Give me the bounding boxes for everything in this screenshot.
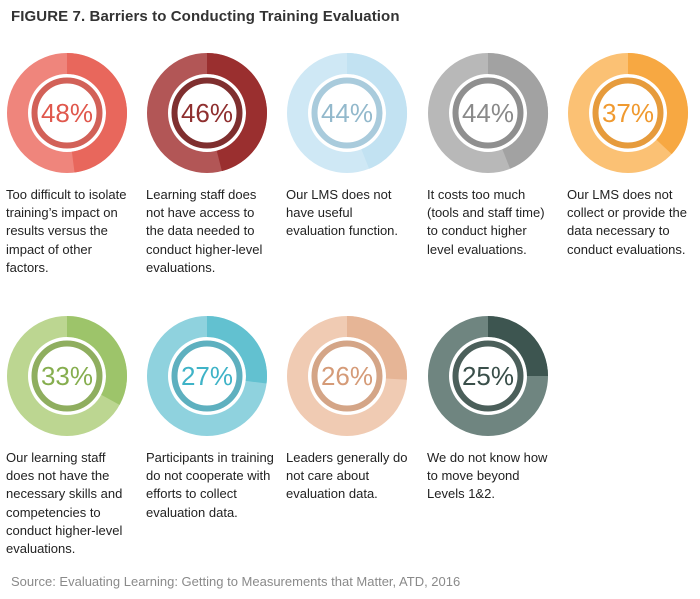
donut-inner-ring — [171, 340, 243, 412]
donut-chart: 46% — [147, 53, 267, 173]
donut-value-arc — [66, 316, 127, 405]
donut-value-arc — [346, 316, 407, 380]
percent-label: 37% — [602, 98, 654, 128]
barrier-description: Our learning staff does not have the nec… — [6, 450, 123, 557]
percent-label: 26% — [321, 361, 373, 391]
donut-item: 26% Leaders generally do not care about e… — [286, 315, 416, 504]
figure-title: FIGURE 7. Barriers to Conducting Trainin… — [11, 8, 400, 25]
donut-value-arc — [487, 53, 548, 169]
donut-inner-ring — [171, 77, 243, 149]
donut-item: 44% It costs too much (tools and staff ti… — [427, 52, 557, 259]
donut-inner-ring — [592, 77, 664, 149]
donut-chart: 25% — [428, 316, 548, 436]
percent-label: 27% — [181, 361, 233, 391]
donut-chart: 37% — [568, 53, 688, 173]
donut-inner-ring — [311, 77, 383, 149]
donut-value-arc — [627, 53, 688, 155]
donut-item: 37% Our LMS does not collect or provide t… — [567, 52, 697, 259]
barrier-description: Participants in training do not cooperat… — [146, 450, 274, 520]
donut-value-arc — [487, 316, 548, 377]
barrier-description: Too difficult to isolate training’s impa… — [6, 187, 127, 275]
donut-value-arc — [206, 53, 267, 172]
donut-value-arc — [346, 53, 407, 169]
barrier-description: It costs too much (tools and staff time)… — [427, 187, 545, 257]
barrier-description: Our LMS does not have useful evaluation … — [286, 187, 399, 239]
barrier-description: Leaders generally do not care about eval… — [286, 450, 408, 502]
donut-inner-ring — [31, 340, 103, 412]
donut-item: 25% We do not know how to move beyond Lev… — [427, 315, 557, 504]
donut-value-arc — [206, 316, 267, 384]
source-note: Source: Evaluating Learning: Getting to … — [11, 574, 461, 589]
donut-chart: 33% — [7, 316, 127, 436]
percent-label: 44% — [321, 98, 373, 128]
percent-label: 48% — [41, 98, 93, 128]
percent-label: 46% — [181, 98, 233, 128]
donut-chart: 44% — [287, 53, 407, 173]
donut-chart: 44% — [428, 53, 548, 173]
donut-item: 48% Too difficult to isolate training’s i… — [6, 52, 136, 277]
barrier-description: Our LMS does not collect or provide the … — [567, 187, 687, 257]
donut-item: 46% Learning staff does not have access t… — [146, 52, 276, 277]
donut-item: 44% Our LMS does not have useful evaluati… — [286, 52, 416, 241]
donut-chart: 48% — [7, 53, 127, 173]
donut-item: 33% Our learning staff does not have the … — [6, 315, 136, 558]
percent-label: 44% — [462, 98, 514, 128]
percent-label: 25% — [462, 361, 514, 391]
donut-chart: 26% — [287, 316, 407, 436]
donut-inner-ring — [452, 77, 524, 149]
donut-chart: 27% — [147, 316, 267, 436]
barrier-description: Learning staff does not have access to t… — [146, 187, 263, 275]
donut-value-arc — [66, 53, 127, 173]
percent-label: 33% — [41, 361, 93, 391]
barrier-description: We do not know how to move beyond Levels… — [427, 450, 548, 502]
donut-item: 27% Participants in training do not coope… — [146, 315, 276, 522]
donut-inner-ring — [31, 77, 103, 149]
donut-inner-ring — [311, 340, 383, 412]
donut-inner-ring — [452, 340, 524, 412]
